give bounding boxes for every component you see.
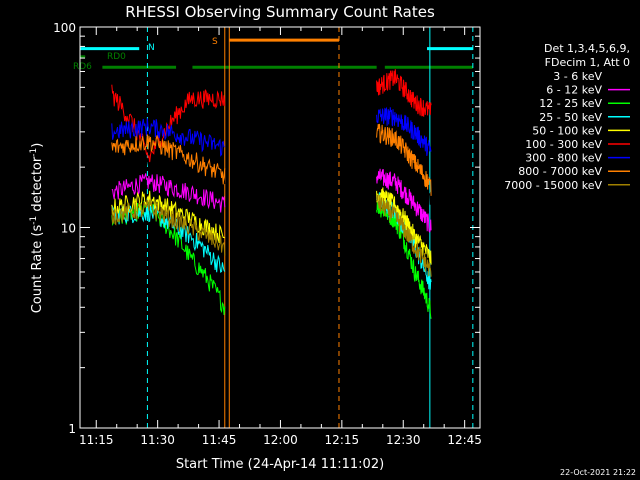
flag-label-s: S [212, 37, 218, 47]
y-label-end: ) [30, 143, 45, 148]
y-tick-label-0: 1 [68, 422, 76, 436]
x-tick-label-4: 12:15 [325, 433, 360, 447]
x-tick-label-3: 12:00 [263, 433, 298, 447]
legend-label-8: 7000 - 15000 keV [504, 179, 602, 192]
axes-layer: 11:15 11:30 11:45 12:00 12:15 12:30 12:45 1 10 10… [53, 21, 482, 447]
series-6-interval-b [376, 106, 432, 156]
chart-title: RHESSI Observing Summary Count Rates [125, 3, 435, 21]
flag-label-rd0: RD0 [107, 52, 126, 62]
x-tick-label-1: 11:30 [140, 433, 175, 447]
legend-label-0: 3 - 6 keV [553, 70, 602, 83]
x-tick-label-6: 12:45 [447, 433, 482, 447]
x-tick-label-5: 12:30 [386, 433, 421, 447]
legend-label-4: 50 - 100 keV [532, 124, 602, 137]
series-7-interval-b [376, 123, 432, 196]
y-label-sup2: -1 [29, 148, 39, 157]
y-tick-label-2: 100 [53, 21, 76, 35]
series-0-interval-b [376, 143, 432, 205]
flag-label-rd6: RD6 [73, 62, 92, 72]
flag-label-n: N [148, 43, 155, 53]
y-label-sup1: -1 [29, 216, 39, 225]
timestamp: 22-Oct-2021 21:22 [560, 468, 636, 477]
legend-label-1: 6 - 12 keV [546, 84, 602, 97]
legend-label-6: 300 - 800 keV [525, 152, 602, 165]
series-5-interval-a [111, 84, 226, 163]
legend-label-3: 25 - 50 keV [539, 111, 602, 124]
legend-header-0: Det 1,3,4,5,6,9, [544, 42, 630, 55]
series-6-interval-a [111, 118, 226, 157]
series-7-interval-a [111, 134, 226, 185]
series-5-interval-b [376, 69, 432, 117]
series-8-interval-a [111, 199, 226, 256]
series-8-interval-b [376, 194, 432, 277]
legend-header-1: FDecim 1, Att 0 [545, 56, 630, 69]
flags-layer: N S RD0 RD6 [73, 37, 473, 72]
legend-label-5: 100 - 300 keV [525, 138, 602, 151]
x-axis-label: Start Time (24-Apr-14 11:11:02) [176, 457, 384, 472]
legend-label-7: 800 - 7000 keV [518, 165, 602, 178]
legend: Det 1,3,4,5,6,9,FDecim 1, Att 03 - 6 keV… [504, 42, 630, 192]
y-axis-label: Count Rate (s-1 detector-1) [29, 143, 45, 314]
x-tick-label-0: 11:15 [79, 433, 114, 447]
series-1-interval-b [376, 168, 432, 233]
series-3-interval-a [111, 204, 226, 274]
x-tick-label-2: 11:45 [202, 433, 237, 447]
y-tick-label-1: 10 [61, 222, 76, 236]
y-label-main: Count Rate (s [30, 225, 45, 314]
series-layer [111, 69, 432, 319]
legend-label-2: 12 - 25 keV [539, 97, 602, 110]
series-1-interval-a [111, 173, 226, 213]
y-label-mid: detector [30, 156, 45, 216]
series-2-interval-b [376, 199, 432, 319]
